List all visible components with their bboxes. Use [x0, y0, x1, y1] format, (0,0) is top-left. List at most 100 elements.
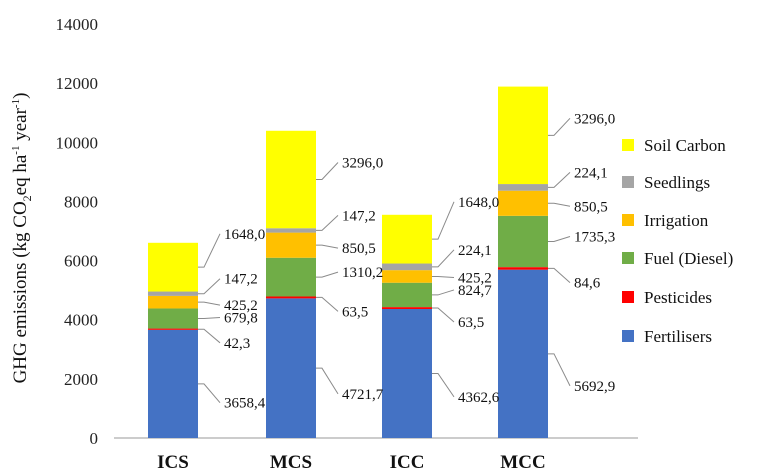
- label-leader-line: [316, 162, 339, 181]
- label-leader-line: [548, 267, 571, 284]
- y-tick-label: 10000: [56, 133, 99, 152]
- label-leader-line: [432, 372, 455, 398]
- legend-label: Irrigation: [644, 211, 709, 230]
- label-leader-line: [316, 215, 339, 231]
- label-leader-line: [316, 367, 339, 395]
- data-label: 147,2: [224, 272, 258, 288]
- bars: [148, 86, 548, 438]
- bar-segment: [382, 263, 432, 271]
- label-leader-line: [198, 383, 221, 404]
- data-label: 3296,0: [574, 111, 615, 127]
- legend-label: Fuel (Diesel): [644, 249, 733, 268]
- data-label: 1648,0: [458, 195, 499, 211]
- bar-segment: [148, 308, 198, 329]
- bar-segment: [148, 328, 198, 330]
- label-leader-line: [198, 278, 221, 295]
- y-tick-label: 12000: [56, 74, 99, 93]
- legend-swatch: [622, 330, 634, 342]
- y-tick-label: 2000: [64, 370, 98, 389]
- data-label: 425,2: [224, 298, 258, 314]
- legend-swatch: [622, 291, 634, 303]
- data-label: 679,8: [224, 311, 258, 327]
- bar-segment: [148, 295, 198, 309]
- label-leader-line: [548, 117, 571, 136]
- legend-label: Pesticides: [644, 288, 712, 307]
- bar-segment: [498, 86, 548, 185]
- bar-segment: [266, 296, 316, 299]
- legend-swatch: [622, 176, 634, 188]
- bar-segment: [498, 184, 548, 191]
- legend-swatch: [622, 252, 634, 264]
- data-label: 224,1: [458, 243, 492, 259]
- data-label: 1735,3: [574, 229, 615, 245]
- bar-segment: [498, 267, 548, 270]
- label-leader-line: [548, 202, 571, 207]
- label-leader-line: [432, 289, 455, 296]
- category-label: ICC: [390, 452, 425, 471]
- y-axis-ticks: 0 2000 4000 6000 8000 10000 12000 14000: [56, 15, 99, 448]
- legend-label: Seedlings: [644, 173, 710, 192]
- data-label: 850,5: [342, 241, 376, 257]
- data-label: 224,1: [574, 165, 608, 181]
- category-label: MCS: [270, 452, 312, 471]
- data-label: 1648,0: [224, 227, 265, 243]
- bar-segment: [382, 214, 432, 264]
- legend-swatch: [622, 214, 634, 226]
- category-label: MCC: [500, 452, 545, 471]
- data-labels: 3658,442,3679,8425,2147,21648,04721,763,…: [198, 111, 615, 412]
- data-label: 63,5: [458, 315, 484, 331]
- data-label: 850,5: [574, 199, 608, 215]
- data-label: 4362,6: [458, 390, 500, 406]
- bar-segment: [148, 329, 198, 438]
- data-label: 824,7: [458, 283, 492, 299]
- data-label: 5692,9: [574, 379, 615, 395]
- label-leader-line: [316, 271, 339, 278]
- label-leader-line: [432, 275, 455, 278]
- label-leader-line: [198, 301, 221, 306]
- bar-segment: [266, 130, 316, 229]
- bar-segment: [148, 242, 198, 292]
- bar-segment: [382, 270, 432, 283]
- bar-segment: [382, 308, 432, 438]
- y-tick-label: 14000: [56, 15, 99, 34]
- label-leader-line: [432, 249, 455, 268]
- bar-segment: [266, 257, 316, 297]
- data-label: 42,3: [224, 336, 250, 352]
- bar-segment: [498, 215, 548, 268]
- bar-segment: [148, 291, 198, 296]
- data-label: 3296,0: [342, 156, 383, 172]
- bar-segment: [266, 232, 316, 258]
- data-label: 147,2: [342, 208, 376, 224]
- bar-segment: [382, 307, 432, 309]
- y-tick-label: 0: [90, 429, 99, 448]
- bar-segment: [266, 228, 316, 233]
- data-label: 4721,7: [342, 387, 384, 403]
- label-leader-line: [548, 172, 571, 188]
- y-tick-label: 8000: [64, 192, 98, 211]
- y-tick-label: 6000: [64, 252, 98, 271]
- legend-swatch: [622, 139, 634, 151]
- data-label: 3658,4: [224, 396, 266, 412]
- label-leader-line: [432, 201, 455, 240]
- data-label: 1310,2: [342, 265, 383, 281]
- bar-segment: [382, 282, 432, 308]
- label-leader-line: [316, 296, 339, 312]
- bar-segment: [498, 269, 548, 438]
- label-leader-line: [198, 328, 221, 344]
- data-label: 425,2: [458, 270, 492, 286]
- bar-segment: [498, 190, 548, 216]
- label-leader-line: [198, 233, 221, 268]
- data-label: 63,5: [342, 304, 368, 320]
- legend-label: Soil Carbon: [644, 136, 726, 155]
- label-leader-line: [548, 236, 571, 242]
- legend: Fertilisers Pesticides Fuel (Diesel) Irriga…: [622, 136, 733, 346]
- label-leader-line: [548, 353, 571, 387]
- legend-label: Fertilisers: [644, 327, 712, 346]
- y-tick-label: 4000: [64, 311, 98, 330]
- label-leader-line: [432, 307, 455, 323]
- category-labels: ICS MCS ICC MCC: [157, 452, 546, 471]
- bar-segment: [266, 298, 316, 438]
- data-label: 84,6: [574, 276, 601, 292]
- label-leader-line: [198, 317, 221, 320]
